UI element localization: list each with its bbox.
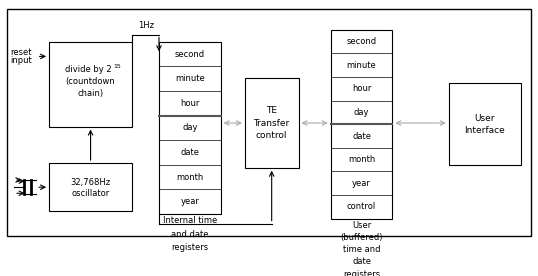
Text: chain): chain) (77, 89, 104, 99)
Text: divide by 2: divide by 2 (65, 65, 111, 74)
Text: control: control (347, 202, 376, 211)
Text: year: year (180, 197, 199, 206)
Bar (159, 42, 221, 214)
Text: 15: 15 (113, 63, 121, 69)
Text: year: year (352, 179, 371, 188)
Text: reset: reset (10, 47, 31, 57)
Text: Internal time: Internal time (162, 216, 217, 225)
Bar (49, 163, 132, 211)
Text: date: date (352, 258, 371, 266)
Text: second: second (175, 50, 205, 59)
Text: and date: and date (171, 230, 209, 239)
Text: TE: TE (266, 107, 277, 115)
Bar (331, 30, 392, 219)
Text: User: User (475, 114, 495, 123)
Text: Interface: Interface (465, 126, 505, 135)
Text: oscillator: oscillator (72, 189, 110, 198)
Text: 32,768Hz: 32,768Hz (70, 178, 111, 187)
Text: hour: hour (352, 84, 371, 93)
Text: registers: registers (343, 270, 380, 276)
Text: control: control (256, 131, 287, 140)
Text: Transfer: Transfer (253, 118, 290, 128)
Bar (49, 42, 132, 127)
Text: 1Hz: 1Hz (138, 21, 154, 30)
Text: minute: minute (346, 61, 377, 70)
Text: day: day (354, 108, 369, 117)
Text: hour: hour (180, 99, 200, 108)
Text: date: date (180, 148, 200, 157)
Text: time and: time and (343, 245, 380, 254)
Text: minute: minute (175, 74, 205, 83)
Bar (449, 83, 521, 165)
Text: registers: registers (171, 243, 208, 252)
Text: month: month (348, 155, 375, 164)
Text: date: date (352, 132, 371, 140)
Text: (buffered): (buffered) (341, 233, 383, 242)
Text: User: User (352, 221, 371, 230)
Text: month: month (176, 172, 203, 182)
Text: day: day (182, 123, 197, 132)
Text: (countdown: (countdown (66, 77, 116, 86)
Bar (245, 78, 299, 168)
Text: second: second (346, 37, 377, 46)
Text: input: input (10, 56, 32, 65)
